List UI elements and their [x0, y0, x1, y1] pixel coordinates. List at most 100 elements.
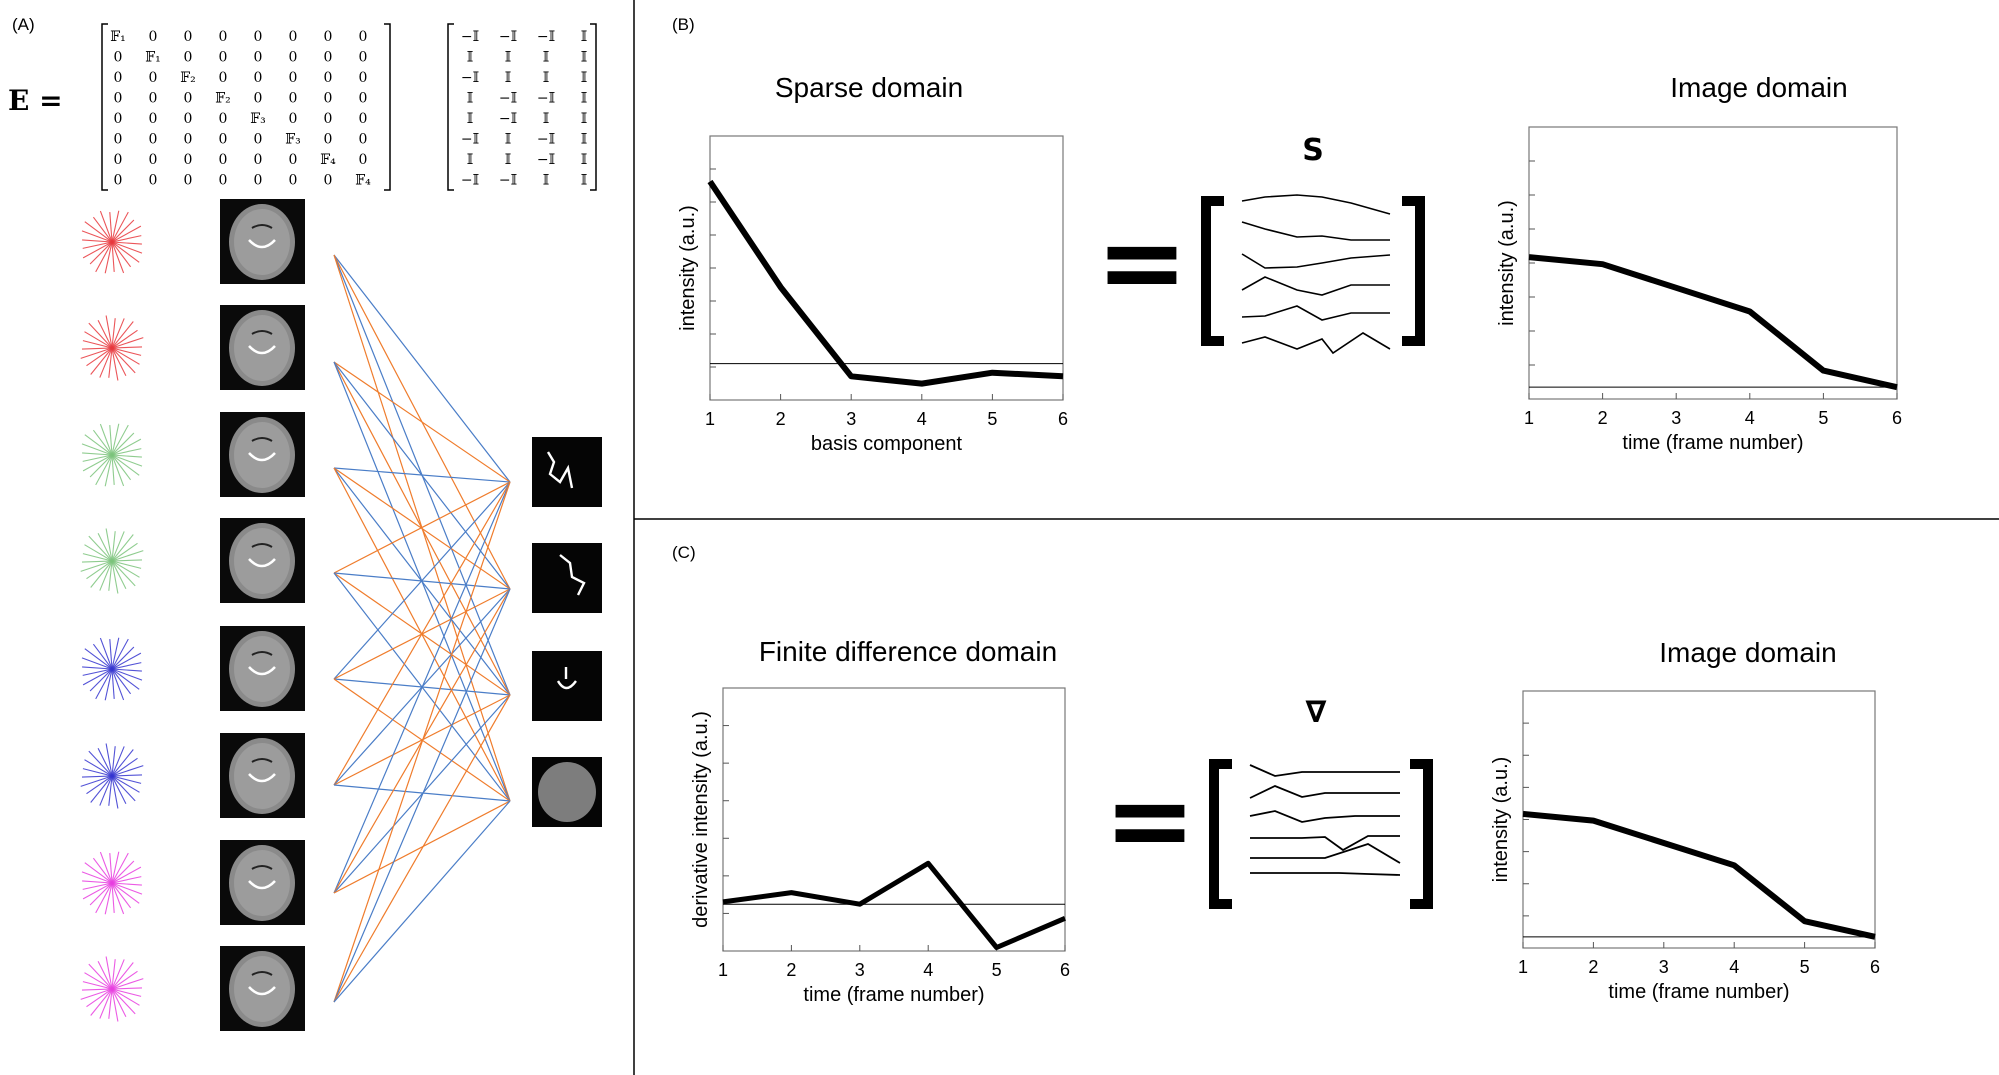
diff-curve-2 — [1249, 785, 1400, 799]
brain-image-ventricle — [251, 330, 273, 335]
basis-curve-6 — [1241, 332, 1391, 355]
matrix-left-entry: 0 — [254, 70, 263, 86]
matrix-right-entry: −𝕀 — [537, 29, 555, 45]
brain-coil-image — [220, 199, 305, 284]
matrix-left-entry: 0 — [149, 173, 158, 189]
matrix-left-entry: 0 — [184, 111, 193, 127]
x-tick-label: 1 — [705, 409, 715, 429]
matrix-left-entry: 0 — [219, 152, 228, 168]
matrix-left-entry: 0 — [114, 173, 123, 189]
brain-image-vessel — [248, 880, 276, 890]
matrix-left-entry: 0 — [184, 91, 193, 107]
matrix-left-entry: 0 — [254, 50, 263, 66]
chart-title: Finite difference domain — [759, 636, 1057, 667]
matrix-right-entry: 𝕀 — [467, 91, 474, 107]
x-tick-label: 4 — [1729, 957, 1739, 977]
network-link — [333, 481, 511, 680]
matrix-left-entry: 0 — [149, 29, 158, 45]
y-axis-label: derivative intensity (a.u.) — [690, 711, 712, 928]
matrix-right-entry: −𝕀 — [461, 173, 479, 189]
brain-coil-image — [220, 733, 305, 818]
matrix-left-entry: 0 — [114, 50, 123, 66]
brain-image-inner — [234, 850, 290, 916]
matrix-right-entries: −𝕀 −𝕀 −𝕀 𝕀𝕀 𝕀 𝕀 𝕀−𝕀 𝕀 𝕀 𝕀𝕀 −𝕀 −𝕀 𝕀𝕀 −𝕀 𝕀 𝕀−𝕀 𝕀 −𝕀 𝕀𝕀 𝕀 −𝕀 𝕀−𝕀… — [461, 29, 587, 189]
brain-coil-image — [220, 412, 305, 497]
brain-image-inner — [234, 636, 290, 702]
brain-image-vessel — [248, 773, 276, 783]
brain-image-vessel — [248, 239, 276, 249]
matrix-left-entry: 0 — [254, 173, 263, 189]
matrix-left-entry: 0 — [359, 70, 368, 86]
matrix-right-entry: −𝕀 — [499, 111, 517, 127]
matrix-left-entry: 0 — [114, 91, 123, 107]
matrix-left-entry: 0 — [114, 111, 123, 127]
matrix-left-entry: 0 — [184, 132, 193, 148]
radial-trajectories — [80, 210, 144, 1022]
brain-image-inner — [234, 209, 290, 275]
chart-image-domain-b: Image domain 1 2 3 4 5 6 time (frame number) int… — [1496, 72, 1902, 454]
brain-image-ventricle — [251, 543, 273, 548]
chart-finite-difference-domain: Finite difference domain 1 2 3 4 5 6 time (fram… — [690, 636, 1070, 1006]
chart-title: Image domain — [1670, 72, 1847, 103]
x-tick-label: 3 — [855, 960, 865, 980]
x-tick-label: 2 — [776, 409, 786, 429]
matrix-right-entry: 𝕀 — [581, 50, 588, 66]
matrix-left-entry: 0 — [289, 50, 298, 66]
matrix-right-entry: 𝕀 — [505, 50, 512, 66]
matrix-left-entry: 0 — [149, 70, 158, 86]
matrix-right-entry: 𝕀 — [581, 29, 588, 45]
radial-trajectory-icon — [80, 528, 144, 594]
equals-sign-c: = — [1104, 756, 1196, 884]
matrix-right-entry: −𝕀 — [461, 132, 479, 148]
matrix-right-entry: 𝕀 — [543, 173, 550, 189]
trajectory-spoke — [81, 774, 143, 778]
matrix-left-entry: 0 — [359, 29, 368, 45]
matrix-left-entry: 0 — [114, 132, 123, 148]
matrix-right-bracket-close — [590, 23, 597, 191]
matrix-left-entry: 0 — [219, 173, 228, 189]
matrix-left-entry: 0 — [324, 111, 333, 127]
matrix-left-bracket-open — [101, 23, 108, 191]
network-link — [333, 481, 511, 786]
matrix-left-entry: 0 — [254, 152, 263, 168]
brain-image-vessel — [248, 558, 276, 568]
brain-coil-image — [220, 305, 305, 390]
y-axis-label: intensity (a.u.) — [677, 205, 699, 331]
data-line — [722, 860, 1066, 950]
matrix-right-entry: 𝕀 — [505, 132, 512, 148]
diff-curve-1 — [1249, 764, 1400, 777]
radial-trajectory-icon — [81, 423, 143, 487]
matrix-left-entry: 0 — [289, 173, 298, 189]
brain-image-ventricle — [251, 865, 273, 870]
x-axis-label: basis component — [811, 433, 963, 455]
output-image-tissue — [538, 762, 596, 822]
network-link — [333, 481, 511, 574]
matrix-right-entry: 𝕀 — [543, 50, 550, 66]
matrix-left-entry: 0 — [289, 152, 298, 168]
matrix-left-entry: 0 — [219, 111, 228, 127]
trajectory-spoke — [82, 876, 142, 890]
data-line — [707, 179, 1064, 387]
matrix-left-entry: 0 — [184, 29, 193, 45]
brain-image-inner — [234, 956, 290, 1022]
diff-curve-6 — [1250, 872, 1401, 876]
matrix-left-entry: 0 — [219, 50, 228, 66]
output-image-background — [532, 651, 602, 721]
basis-curve-1 — [1241, 194, 1391, 215]
brain-coil-image — [220, 840, 305, 925]
matrix-left-entry: 0 — [324, 50, 333, 66]
output-image-vessels — [559, 554, 586, 596]
matrix-left-entry: 0 — [114, 152, 123, 168]
network-link — [333, 481, 511, 1003]
matrix-left-entry: 𝔽₄ — [355, 173, 371, 189]
matrix-left-entry: 0 — [359, 50, 368, 66]
brain-image-vessel — [248, 452, 276, 462]
x-tick-label: 1 — [1524, 408, 1534, 428]
x-tick-label: 4 — [917, 409, 927, 429]
radial-trajectory-icon — [81, 637, 143, 701]
x-tick-label: 1 — [718, 960, 728, 980]
x-tick-label: 1 — [1518, 957, 1528, 977]
network-link — [333, 361, 511, 483]
matrix-left-entry: 0 — [254, 132, 263, 148]
matrix-left-entry: 𝔽₁ — [145, 50, 161, 66]
